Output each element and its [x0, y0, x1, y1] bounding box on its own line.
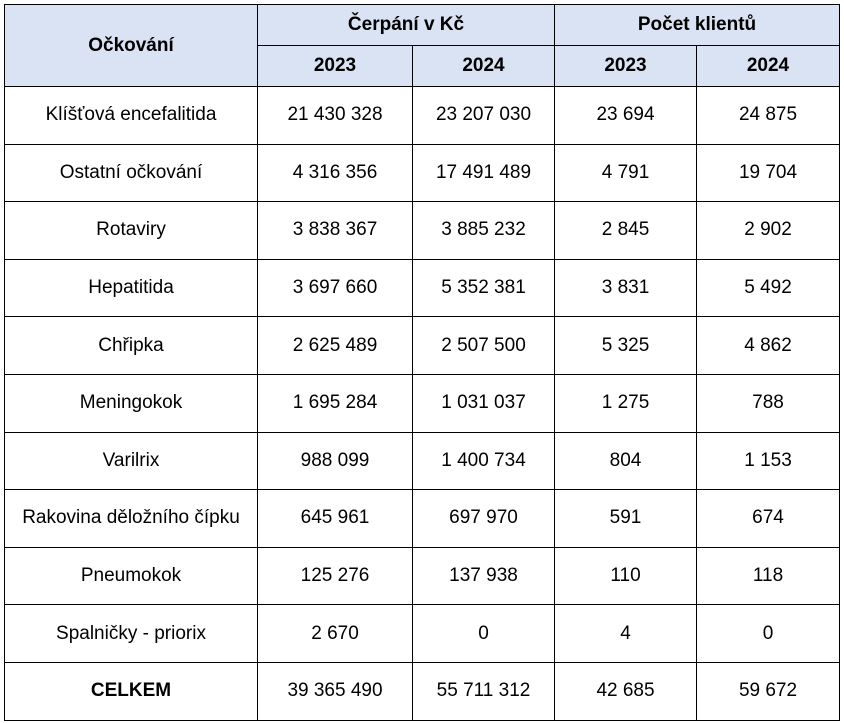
row-label: Rotaviry: [4, 201, 258, 260]
cell-spending-2023: 1 695 284: [257, 373, 413, 433]
header-row-years: 2023 2024 2023 2024: [5, 45, 840, 87]
cell-spending-2023: 988 099: [257, 431, 413, 491]
total-clients-2024: 59 672: [696, 661, 840, 721]
table-row: Rotaviry 3 838 367 3 885 232 2 845 2 902: [4, 201, 840, 260]
cell-spending-2023: 4 316 356: [257, 143, 413, 203]
cell-clients-2023: 23 694: [554, 86, 697, 145]
cell-clients-2023: 4 791: [554, 143, 697, 203]
row-label: Pneumokok: [4, 546, 258, 606]
cell-spending-2023: 125 276: [257, 546, 413, 606]
cell-clients-2023: 4: [554, 604, 697, 663]
header-spending-group: Čerpání v Kč: [257, 4, 555, 46]
total-spending-2023: 39 365 490: [257, 661, 413, 721]
cell-clients-2023: 5 325: [554, 316, 697, 375]
cell-spending-2024: 1 031 037: [412, 373, 555, 433]
table-row: Chřipka 2 625 489 2 507 500 5 325 4 862: [4, 316, 840, 375]
row-label: Varilrix: [4, 431, 258, 491]
header-clients-2023: 2023: [554, 45, 697, 87]
cell-spending-2023: 3 697 660: [257, 258, 413, 318]
cell-clients-2024: 2 902: [696, 201, 840, 260]
cell-clients-2024: 4 862: [696, 316, 840, 375]
total-clients-2023: 42 685: [554, 661, 697, 721]
table-row: Klíšťová encefalitida 21 430 328 23 207 …: [4, 86, 840, 145]
row-label: Rakovina děložního čípku: [4, 489, 258, 548]
vaccination-table: Očkování Čerpání v Kč Počet klientů 2023…: [4, 4, 840, 721]
header-clients-group: Počet klientů: [554, 4, 840, 46]
cell-clients-2024: 24 875: [696, 86, 840, 145]
total-spending-2024: 55 711 312: [412, 661, 555, 721]
cell-clients-2024: 674: [696, 489, 840, 548]
row-label: Meningokok: [4, 373, 258, 433]
table-row: Hepatitida 3 697 660 5 352 381 3 831 5 4…: [4, 258, 840, 318]
table-row: Varilrix 988 099 1 400 734 804 1 153: [4, 431, 840, 491]
table-row: Meningokok 1 695 284 1 031 037 1 275 788: [4, 373, 840, 433]
cell-clients-2023: 110: [554, 546, 697, 606]
cell-spending-2024: 2 507 500: [412, 316, 555, 375]
cell-clients-2023: 1 275: [554, 373, 697, 433]
cell-spending-2024: 137 938: [412, 546, 555, 606]
row-label: Spalničky - priorix: [4, 604, 258, 663]
cell-spending-2024: 5 352 381: [412, 258, 555, 318]
cell-clients-2023: 591: [554, 489, 697, 548]
table-row: Spalničky - priorix 2 670 0 4 0: [4, 604, 840, 663]
table-row: Ostatní očkování 4 316 356 17 491 489 4 …: [4, 143, 840, 203]
cell-spending-2024: 697 970: [412, 489, 555, 548]
cell-clients-2024: 19 704: [696, 143, 840, 203]
cell-spending-2024: 3 885 232: [412, 201, 555, 260]
table-row: Rakovina děložního čípku 645 961 697 970…: [4, 489, 840, 548]
cell-spending-2023: 2 625 489: [257, 316, 413, 375]
header-vaccination: Očkování: [4, 4, 258, 87]
total-row: CELKEM 39 365 490 55 711 312 42 685 59 6…: [4, 661, 840, 721]
cell-spending-2023: 645 961: [257, 489, 413, 548]
cell-clients-2024: 5 492: [696, 258, 840, 318]
row-label: Klíšťová encefalitida: [4, 86, 258, 145]
cell-spending-2024: 17 491 489: [412, 143, 555, 203]
cell-spending-2024: 0: [412, 604, 555, 663]
cell-spending-2023: 2 670: [257, 604, 413, 663]
header-spending-2024: 2024: [412, 45, 555, 87]
table-row: Pneumokok 125 276 137 938 110 118: [4, 546, 840, 606]
cell-clients-2024: 0: [696, 604, 840, 663]
cell-spending-2024: 23 207 030: [412, 86, 555, 145]
row-label: Hepatitida: [4, 258, 258, 318]
cell-spending-2024: 1 400 734: [412, 431, 555, 491]
cell-clients-2024: 118: [696, 546, 840, 606]
cell-clients-2024: 1 153: [696, 431, 840, 491]
cell-spending-2023: 3 838 367: [257, 201, 413, 260]
header-row-groups: Očkování Čerpání v Kč Počet klientů: [4, 4, 840, 87]
row-label: Ostatní očkování: [4, 143, 258, 203]
header-clients-2024: 2024: [696, 45, 840, 87]
row-label: Chřipka: [4, 316, 258, 375]
header-spending-2023: 2023: [257, 45, 413, 87]
cell-clients-2023: 804: [554, 431, 697, 491]
cell-clients-2024: 788: [696, 373, 840, 433]
cell-clients-2023: 2 845: [554, 201, 697, 260]
cell-spending-2023: 21 430 328: [257, 86, 413, 145]
cell-clients-2023: 3 831: [554, 258, 697, 318]
total-label: CELKEM: [4, 661, 258, 721]
